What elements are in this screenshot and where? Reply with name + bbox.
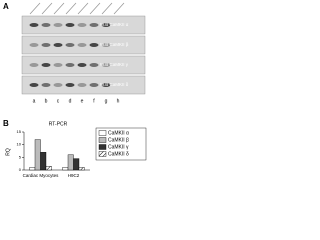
band xyxy=(65,83,75,87)
band xyxy=(65,63,75,67)
band xyxy=(53,23,63,27)
bar xyxy=(40,152,47,171)
band xyxy=(77,63,87,67)
legend-label: CaMKII α xyxy=(108,130,129,136)
band xyxy=(101,63,111,67)
band xyxy=(89,63,99,67)
band xyxy=(89,23,99,27)
legend-swatch xyxy=(98,144,107,150)
band xyxy=(29,43,39,47)
legend-label: CaMKII γ xyxy=(108,144,129,150)
band xyxy=(53,83,63,87)
x-tick-label: H9C2 xyxy=(68,173,80,178)
band xyxy=(65,23,75,27)
bar xyxy=(67,154,74,171)
lane-label: d xyxy=(69,98,72,104)
blot-label: W.B CaMKII α xyxy=(100,22,129,27)
y-tick-label: 15 xyxy=(17,129,22,134)
blot-label: W.B CaMKII δ xyxy=(100,82,129,87)
lane-headers xyxy=(29,2,125,15)
lane-label: b xyxy=(45,98,48,104)
lane-label: e xyxy=(81,98,84,104)
legend-label: CaMKII β xyxy=(108,137,129,143)
band xyxy=(29,83,39,87)
legend-swatch xyxy=(98,151,107,157)
bar xyxy=(34,139,41,171)
bar xyxy=(73,158,80,171)
lane-label: a xyxy=(33,98,36,104)
chart: B RT-PCR RQ 0 5 10 15 Cardiac Myocytes H9C2 Ca… xyxy=(3,119,147,178)
legend-swatch xyxy=(98,130,107,136)
bar xyxy=(62,167,69,171)
band xyxy=(41,63,51,67)
band xyxy=(65,43,75,47)
band xyxy=(77,43,87,47)
bar xyxy=(29,167,36,171)
panel-label: B xyxy=(3,119,9,128)
x-tick-label: Cardiac Myocytes xyxy=(23,173,60,178)
band xyxy=(41,23,51,27)
bar xyxy=(78,167,85,171)
band xyxy=(41,43,51,47)
band xyxy=(89,43,99,47)
figure: A W.B CaMKII αW.B CaMKII βW.B CaMKII γW.… xyxy=(3,2,147,178)
band xyxy=(29,63,39,67)
band xyxy=(89,83,99,87)
legend-label: CaMKII δ xyxy=(108,151,129,157)
lane-label: f xyxy=(93,98,95,104)
band xyxy=(101,23,111,27)
band xyxy=(101,83,111,87)
y-axis-label: RQ xyxy=(5,148,11,156)
blots: W.B CaMKII α W.B CaMKII β W.B CaMKII γ W.B … xyxy=(21,15,146,104)
y-tick-label: 0 xyxy=(19,167,22,172)
band xyxy=(41,83,51,87)
lane-label: h xyxy=(117,98,120,104)
band xyxy=(77,23,87,27)
band xyxy=(77,83,87,87)
chart-title: RT-PCR xyxy=(49,121,68,127)
band xyxy=(29,23,39,27)
band xyxy=(53,43,63,47)
band xyxy=(101,43,111,47)
legend-swatch xyxy=(98,137,107,143)
y-tick-label: 10 xyxy=(17,142,22,147)
blot-label: W.B CaMKII β xyxy=(100,42,129,47)
y-tick-label: 5 xyxy=(19,154,22,159)
lane-label: c xyxy=(57,98,60,104)
band xyxy=(53,63,63,67)
panel-label: A xyxy=(3,2,9,11)
bar xyxy=(45,165,52,171)
lane-label: g xyxy=(105,98,108,104)
blot-label: W.B CaMKII γ xyxy=(100,62,129,67)
